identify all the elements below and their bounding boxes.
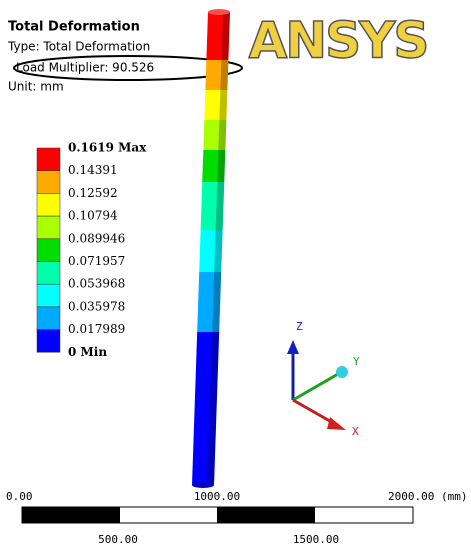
column-shade <box>214 230 222 272</box>
legend-swatch <box>37 330 60 353</box>
legend-swatch <box>37 216 60 239</box>
column-bottom <box>192 482 214 488</box>
scale-bar: 0.00 1000.00 2000.00 (mm) 500.00 1500.00 <box>6 490 467 545</box>
axis-label-z: Z <box>296 320 303 333</box>
scale-label: 2000.00 (mm) <box>388 490 467 503</box>
legend-label: 0.071957 <box>68 254 125 268</box>
axis-triad: Z Y X <box>287 320 360 438</box>
scale-label: 500.00 <box>98 533 138 545</box>
column-shade <box>220 60 228 90</box>
legend-label: 0.017989 <box>68 322 125 336</box>
legend-label: 0.053968 <box>68 277 125 291</box>
scale-label: 0.00 <box>6 490 33 503</box>
legend-label: 0.1619 Max <box>68 141 147 155</box>
legend-label: 0.12592 <box>68 186 118 200</box>
viewport: Total Deformation Type: Total Deformatio… <box>0 0 471 545</box>
scale-label: 1000.00 <box>194 490 240 503</box>
legend-swatch <box>37 239 60 262</box>
column-shade <box>217 150 225 182</box>
deformed-column <box>192 9 230 488</box>
load-multiplier: Load Multiplier: 90.526 <box>16 61 154 75</box>
legend-swatch <box>37 193 60 216</box>
result-title: Total Deformation <box>8 20 140 35</box>
column-shade <box>219 90 227 120</box>
legend-swatch <box>37 262 60 285</box>
legend-label: 0.035978 <box>68 299 125 313</box>
legend-swatch <box>37 171 60 194</box>
axis-label-x: X <box>352 425 359 438</box>
result-type: Type: Total Deformation <box>7 40 150 54</box>
axis-label-y: Y <box>353 355 360 368</box>
legend-label: 0 Min <box>68 345 107 359</box>
ansys-logo: ANSYS <box>249 12 428 70</box>
legend-swatch <box>37 148 60 171</box>
legend-label: 0.089946 <box>68 231 125 245</box>
legend: 0.1619 Max 0.14391 0.12592 0.10794 0.089946 0… <box>37 141 147 359</box>
scale-label: 1500.00 <box>293 533 339 545</box>
legend-swatch <box>37 284 60 307</box>
legend-label: 0.10794 <box>68 209 118 223</box>
column-top <box>208 9 230 15</box>
legend-swatch <box>37 307 60 330</box>
legend-label: 0.14391 <box>68 163 118 177</box>
result-unit: Unit: mm <box>8 80 64 94</box>
column-shade <box>218 120 226 150</box>
